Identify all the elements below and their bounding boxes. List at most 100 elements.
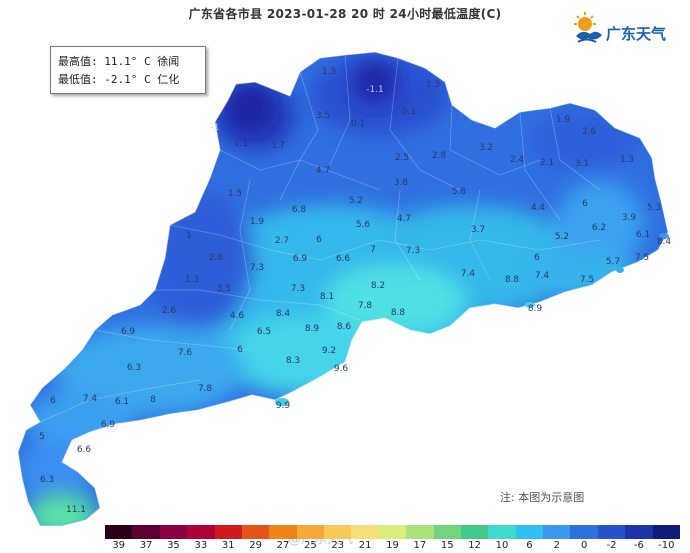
station-temp-label: 3.5	[217, 284, 231, 294]
station-labels: 1.3 -1.1 1.3 3.5 0.1 0.1 -1 1.1 3.7 1.9 2.6 2.5 2.8 3…	[39, 67, 671, 515]
legend-labels: 39 37 35 33 31 29 27 25 23 21 19 17 15 12 10 6 2 0 -2 -6 -10	[105, 540, 680, 552]
station-temp-label: 7	[370, 245, 376, 255]
station-temp-label: 5	[39, 432, 45, 442]
legend-label: 17	[413, 540, 427, 551]
station-temp-label: 7.5	[580, 275, 594, 285]
station-temp-label: 6.9	[101, 420, 116, 430]
legend-swatch	[406, 525, 434, 539]
station-temp-label: -1.1	[366, 85, 384, 95]
station-temp-label: 6	[237, 345, 243, 355]
legend-swatch	[269, 525, 297, 539]
station-temp-label: 6	[316, 235, 322, 245]
island	[616, 267, 624, 273]
legend-label: 27	[276, 540, 290, 551]
max-value-line: 最高值: 11.1° C 徐闻	[58, 55, 180, 68]
legend-label: 10	[495, 540, 509, 551]
station-temp-label: 7.5	[635, 253, 649, 263]
station-temp-label: -1	[211, 123, 220, 133]
station-temp-label: 8.9	[528, 304, 543, 314]
legend-label: 12	[468, 540, 481, 551]
station-temp-label: 8.8	[391, 308, 406, 318]
station-temp-label: 1.3	[620, 155, 634, 165]
legend-label: 33	[194, 540, 208, 551]
station-temp-label: 1.1	[234, 139, 248, 149]
station-temp-label: 6.1	[636, 230, 650, 240]
station-temp-label: 6.3	[127, 363, 141, 373]
legend-label: 2	[553, 540, 560, 551]
station-temp-label: 1	[186, 231, 192, 241]
station-temp-label: 3.7	[271, 141, 285, 151]
legend-swatch	[460, 525, 489, 539]
station-temp-label: 6.2	[592, 223, 606, 233]
station-temp-label: 4.7	[316, 166, 330, 176]
min-value-line: 最低值: -2.1° C 仁化	[58, 73, 180, 86]
legend-label: 29	[249, 540, 262, 551]
legend-swatch	[515, 525, 543, 539]
station-temp-label: 3.8	[394, 178, 409, 188]
station-temp-label: 8	[150, 395, 156, 405]
map-title: 广东省各市县 2023-01-28 20 时 24小时最低温度(C)	[188, 7, 502, 21]
station-temp-label: 5.8	[452, 187, 467, 197]
station-temp-label: 7.4	[461, 269, 476, 279]
legend-swatch	[105, 525, 133, 539]
legend-label: 25	[303, 540, 317, 551]
station-temp-label: 3.1	[575, 159, 589, 169]
station-temp-label: 8.9	[305, 324, 320, 334]
station-temp-label: 3.5	[316, 111, 330, 121]
station-temp-label: 2.7	[275, 236, 289, 246]
station-temp-label: 3.7	[471, 225, 485, 235]
station-temp-label: 2.4	[510, 155, 525, 165]
station-temp-label: 7.3	[291, 284, 305, 294]
station-temp-label: 6.6	[336, 254, 351, 264]
station-temp-label: 3.2	[479, 143, 493, 153]
logo: 广东天气	[570, 10, 685, 50]
station-temp-label: 7.6	[178, 348, 193, 358]
legend-label: 31	[221, 540, 235, 551]
legend-swatch	[570, 525, 598, 539]
legend-swatch	[488, 525, 516, 539]
sun-cloud-icon	[574, 12, 602, 43]
station-temp-label: 8.4	[657, 237, 672, 247]
station-temp-label: 1.3	[322, 67, 336, 77]
station-temp-label: 6.9	[121, 327, 136, 337]
island	[659, 233, 669, 239]
island	[525, 302, 535, 308]
island	[275, 398, 289, 406]
legend-swatch	[214, 525, 242, 539]
legend-label: 23	[331, 540, 345, 551]
legend-swatch	[324, 525, 352, 539]
legend-swatch	[132, 525, 160, 539]
station-temp-label: 7.3	[250, 263, 264, 273]
station-temp-label: 2.8	[209, 253, 224, 263]
color-legend	[105, 525, 680, 539]
legend-swatch	[652, 525, 680, 539]
station-temp-label: 8.8	[505, 275, 520, 285]
legend-swatch	[187, 525, 215, 539]
legend-swatch	[351, 525, 379, 539]
legend-label: 0	[580, 540, 588, 551]
station-temp-label: 6.3	[40, 475, 54, 485]
legend-label: 19	[386, 540, 399, 551]
legend-swatch	[241, 525, 270, 539]
legend-label: 39	[112, 540, 126, 551]
station-temp-label: 2.5	[395, 153, 409, 163]
station-temp-label: 7.4	[535, 271, 550, 281]
station-temp-label: 4.6	[230, 311, 245, 321]
station-temp-label: 1.3	[185, 275, 199, 285]
station-temp-label: 8.6	[337, 322, 352, 332]
station-temp-label: 6.9	[293, 254, 308, 264]
station-temp-label: 5.3	[647, 203, 661, 213]
legend-swatch	[597, 525, 626, 539]
station-temp-label: 1.9	[250, 217, 265, 227]
legend-swatch	[543, 525, 571, 539]
legend-label: 37	[139, 540, 153, 551]
station-temp-label: 5.7	[606, 257, 620, 267]
station-temp-label: 8.1	[320, 292, 334, 302]
legend-label: -10	[658, 540, 675, 551]
legend-label: 6	[526, 540, 533, 551]
station-temp-label: 9.2	[322, 346, 336, 356]
station-temp-label: 1.3	[426, 80, 440, 90]
station-temp-label: 0.1	[402, 107, 416, 117]
legend-label: 35	[167, 540, 180, 551]
